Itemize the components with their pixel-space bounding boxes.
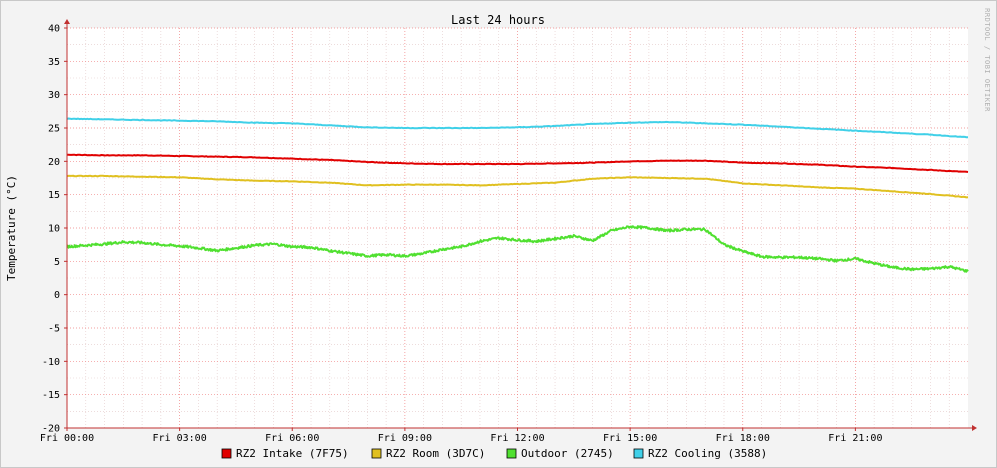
y-tick-label: 35 (48, 57, 60, 68)
x-tick-label: Fri 09:00 (378, 433, 432, 444)
x-tick-label: Fri 06:00 (265, 433, 319, 444)
y-axis-label: Temperature (°C) (5, 175, 18, 281)
x-tick-label: Fri 00:00 (40, 433, 94, 444)
legend-label: Outdoor (2745) (521, 447, 614, 460)
watermark: RRDTOOL / TOBI OETIKER (983, 8, 991, 112)
y-tick-label: 40 (48, 24, 60, 35)
series-layer (66, 117, 969, 273)
y-tick-label: -15 (42, 390, 60, 401)
series-line-4 (66, 117, 968, 139)
y-tick-label: 5 (54, 257, 60, 268)
y-axis-arrow (64, 19, 70, 24)
x-axis-arrow (972, 425, 977, 431)
series-line-1 (67, 153, 969, 173)
x-tick-label: Fri 03:00 (153, 433, 207, 444)
x-tick-label: Fri 12:00 (490, 433, 544, 444)
x-tick-label: Fri 15:00 (603, 433, 657, 444)
chart-title: Last 24 hours (451, 13, 545, 27)
series-line-3 (66, 225, 969, 273)
x-axis-ticks: Fri 00:00 Fri 03:00 Fri 06:00 Fri 09:00 Fri … (40, 428, 882, 444)
legend-swatch (633, 448, 644, 459)
legend-label: RZ2 Intake (7F75) (236, 447, 349, 460)
legend-label: RZ2 Cooling (3588) (648, 447, 767, 460)
series-line-2 (66, 174, 969, 199)
y-tick-label: -5 (48, 324, 60, 335)
x-tick-label: Fri 21:00 (828, 433, 882, 444)
axes (64, 19, 977, 431)
y-tick-label: 10 (48, 224, 60, 235)
y-tick-label: 20 (48, 157, 60, 168)
legend: RZ2 Intake (7F75) RZ2 Room (3D7C) Outdoor … (221, 447, 767, 460)
legend-swatch (221, 448, 232, 459)
y-tick-label: 15 (48, 190, 60, 201)
legend-label: RZ2 Room (3D7C) (386, 447, 485, 460)
y-tick-label: 0 (54, 290, 60, 301)
x-tick-label: Fri 18:00 (716, 433, 770, 444)
y-axis-ticks: 40 35 30 25 20 15 10 5 0 -5 -10 -15 -20 (42, 24, 67, 435)
y-tick-label: 25 (48, 124, 60, 135)
y-tick-label: -10 (42, 357, 60, 368)
legend-swatch (371, 448, 382, 459)
y-tick-label: 30 (48, 90, 60, 101)
legend-swatch (506, 448, 517, 459)
y-tick-label: -20 (42, 424, 60, 435)
